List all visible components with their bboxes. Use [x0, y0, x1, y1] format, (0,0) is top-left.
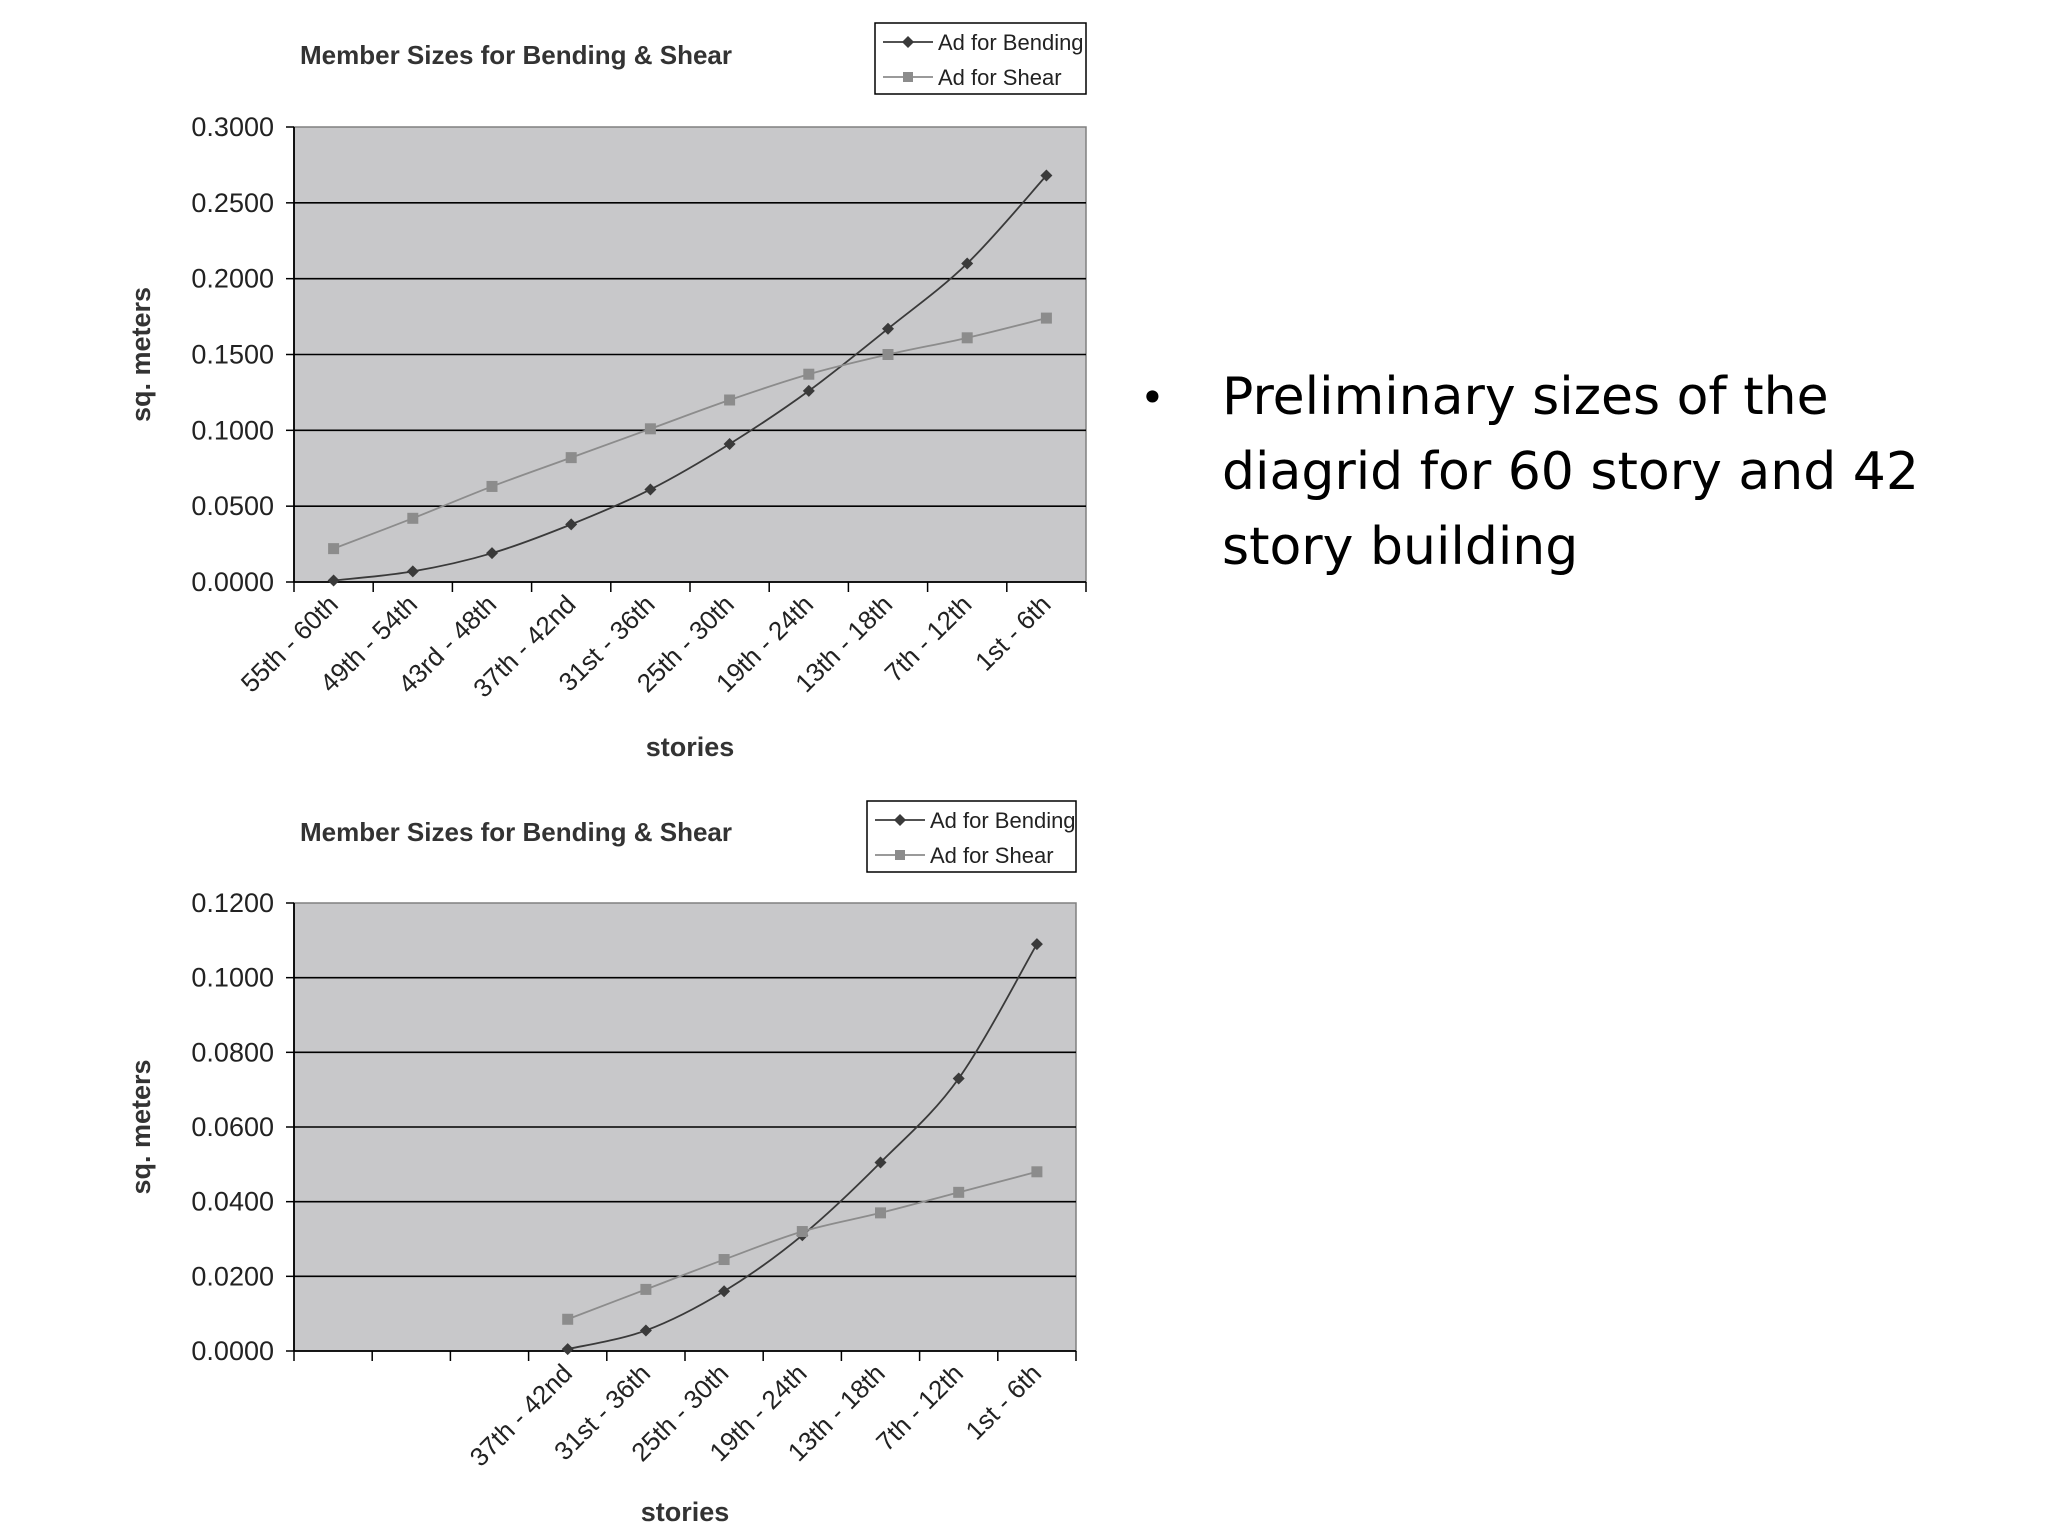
legend-label: Ad for Bending [938, 30, 1084, 55]
legend-box [866, 800, 1077, 873]
data-point-bending [327, 574, 340, 587]
y-tick-label: 0.1000 [191, 415, 274, 445]
data-point-shear [718, 1254, 730, 1266]
data-point-shear [328, 543, 340, 555]
data-point-bending [565, 518, 578, 531]
legend-label: Ad for Shear [930, 843, 1054, 868]
y-axis-label: sq. meters [126, 1059, 156, 1194]
bullet-marker: • [1140, 373, 1165, 422]
x-tick-label: 7th - 12th [879, 589, 978, 688]
legend-marker-diamond [894, 814, 906, 826]
data-point-shear [953, 1186, 965, 1198]
x-tick-label: 7th - 12th [870, 1358, 969, 1457]
x-tick-label: 1st - 6th [960, 1358, 1048, 1446]
data-point-bending [1030, 938, 1043, 951]
y-tick-label: 0.0000 [191, 1336, 274, 1366]
data-point-bending [718, 1285, 731, 1298]
chart-2: 0.0000 0.0200 0.0400 0.0600 0.0800 0.1000 0.12… [126, 800, 1077, 1527]
data-point-bending [961, 257, 974, 270]
legend-label: Ad for Bending [930, 808, 1076, 833]
data-point-bending [406, 565, 419, 578]
y-tick-label: 0.0400 [191, 1187, 274, 1217]
data-point-shear [875, 1207, 886, 1219]
y-tick-label: 0.0200 [191, 1261, 274, 1291]
data-point-bending [874, 1156, 887, 1169]
legend-box [874, 22, 1087, 95]
data-point-bending [882, 322, 894, 335]
y-tick-label: 0.0800 [191, 1037, 274, 1067]
y-tick-label: 0.1000 [191, 963, 274, 993]
data-point-bending [802, 384, 815, 397]
data-point-shear [803, 368, 815, 380]
legend-marker-square [903, 72, 913, 82]
data-point-bending [561, 1343, 574, 1356]
series-line-1 [333, 174, 1048, 582]
y-tick-label: 0.2000 [191, 264, 274, 294]
data-point-shear [1040, 312, 1052, 324]
data-point-shear [961, 332, 973, 344]
y-tick-label: 0.0000 [191, 567, 274, 597]
bullet-text: Preliminary sizes of the diagrid for 60 … [1222, 367, 1919, 577]
data-point-shear [796, 1226, 808, 1238]
data-point-shear [1031, 1166, 1043, 1178]
data-point-bending [644, 483, 657, 496]
y-tick-label: 0.0600 [191, 1112, 274, 1142]
legend-marker-square [895, 850, 905, 860]
data-point-shear [640, 1283, 652, 1295]
y-tick-label: 0.1500 [191, 340, 274, 370]
data-point-shear [562, 1313, 574, 1325]
data-point-bending [1040, 169, 1053, 182]
data-point-shear [565, 452, 577, 464]
data-point-shear [724, 394, 736, 406]
data-point-bending [723, 437, 736, 450]
y-tick-label: 0.2500 [191, 188, 274, 218]
series-line-1 [567, 943, 1038, 1351]
legend-marker-diamond [902, 36, 914, 48]
y-axis-label: sq. meters [126, 287, 156, 422]
chart-title: Member Sizes for Bending & Shear [300, 40, 732, 70]
y-tick-label: 0.1200 [191, 888, 274, 918]
x-tick-label: 1st - 6th [969, 589, 1057, 677]
data-point-shear [644, 423, 656, 435]
chart-1: 0.0000 0.0500 0.1000 0.1500 0.2000 0.2500 0.30… [126, 22, 1087, 762]
data-point-shear [407, 512, 419, 524]
data-point-shear [486, 480, 498, 492]
x-axis-label: stories [646, 732, 735, 762]
bullet-list: • Preliminary sizes of the diagrid for 6… [1140, 360, 2000, 585]
data-point-bending [486, 547, 498, 560]
series-line-2 [333, 317, 1047, 550]
data-point-bending [639, 1324, 652, 1337]
y-tick-label: 0.0500 [191, 491, 274, 521]
chart-title: Member Sizes for Bending & Shear [300, 817, 732, 847]
legend-label: Ad for Shear [938, 65, 1062, 90]
y-tick-label: 0.3000 [191, 112, 274, 142]
x-axis-label: stories [641, 1497, 730, 1527]
data-point-shear [882, 349, 894, 360]
data-point-bending [952, 1072, 965, 1085]
